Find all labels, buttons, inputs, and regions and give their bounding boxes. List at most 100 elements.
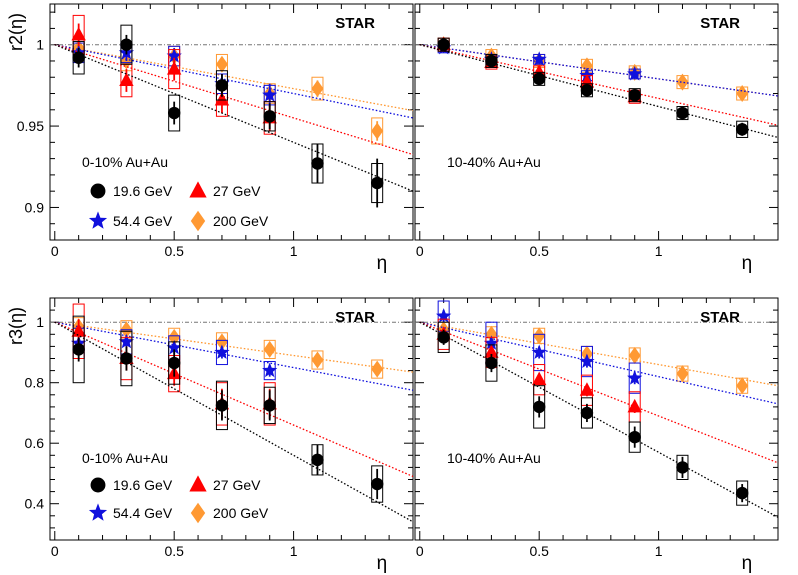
data-point [483, 335, 499, 350]
sys-box [533, 333, 546, 372]
data-point [166, 48, 182, 63]
legend-item: 200 GeV [190, 502, 269, 524]
data-point [311, 453, 324, 467]
legend-item: 27 GeV [189, 181, 261, 199]
data-point [627, 370, 643, 385]
x-axis-label: η [377, 553, 388, 574]
data-point [72, 51, 85, 64]
data-point [437, 38, 450, 51]
fit-line [54, 44, 414, 119]
x-tick-label: 1 [655, 243, 663, 259]
data-point [485, 356, 498, 370]
data-point [436, 308, 452, 323]
data-point [627, 398, 642, 413]
data-point [118, 333, 134, 349]
x-tick-label: 0 [51, 543, 59, 559]
data-point [532, 400, 546, 414]
data-point [263, 110, 276, 123]
x-tick-label: 1 [655, 543, 663, 559]
data-point [580, 406, 594, 420]
data-point [215, 333, 228, 351]
data-point [311, 80, 324, 98]
data-point [485, 325, 498, 343]
data-point [214, 91, 230, 106]
data-point [628, 346, 641, 364]
data-point [736, 85, 749, 103]
chart-panel-bottom-left: 0.4 0.6 0.8 1 0 0.5 1 η r3(η) STAR 0-10% Au+Au 19.6… [6, 297, 414, 574]
data-point [735, 486, 749, 500]
legend-marker [190, 210, 206, 232]
series-54-4-GeV [419, 39, 779, 97]
data-point [263, 340, 276, 358]
sys-box [215, 339, 228, 366]
plot-frame [414, 3, 779, 241]
series-19-6-GeV [54, 315, 414, 523]
data-point [370, 176, 384, 190]
data-point [166, 339, 182, 355]
chart-panel-bottom-right: 0 0.5 1 η STAR 10-40% Au+Au [414, 297, 779, 574]
y-tick-label: 1 [36, 314, 44, 330]
data-point [531, 371, 547, 386]
data-point [628, 430, 641, 444]
data-point [71, 26, 86, 41]
data-point [579, 382, 595, 396]
experiment-label: STAR [335, 15, 375, 32]
fit-line [419, 321, 779, 518]
y-tick-label: 0.9 [25, 199, 45, 215]
data-point [676, 365, 689, 383]
legend-label: 200 GeV [213, 505, 269, 521]
x-axis-label: η [742, 253, 753, 274]
data-point [531, 51, 547, 66]
y-tick-label: 0.6 [25, 435, 45, 451]
experiment-label: STAR [335, 309, 375, 326]
data-point [120, 352, 133, 365]
centrality-label: 0-10% Au+Au [82, 154, 168, 170]
data-point [120, 38, 133, 51]
legend-item: 54.4 GeV [88, 503, 173, 521]
data-point [371, 360, 384, 378]
x-tick-label: 1 [290, 543, 298, 559]
data-point [437, 331, 450, 344]
plot-frame [49, 3, 414, 241]
data-point [166, 61, 182, 75]
data-point [262, 87, 278, 102]
experiment-label: STAR [700, 15, 740, 32]
series-19-6-GeV [419, 321, 779, 518]
data-point [533, 327, 546, 345]
data-point [119, 72, 134, 86]
data-point [370, 477, 384, 491]
data-point [580, 84, 594, 97]
data-point [485, 54, 498, 68]
x-tick-label: 0.5 [164, 543, 184, 559]
fit-line [419, 321, 779, 464]
x-tick-label: 0.5 [529, 543, 549, 559]
legend-label: 54.4 GeV [113, 505, 173, 521]
legend-marker [90, 183, 106, 199]
data-point [580, 57, 593, 75]
legend-item: 200 GeV [190, 210, 269, 232]
x-tick-label: 0 [416, 543, 424, 559]
data-point [532, 72, 546, 86]
series-27-GeV [54, 14, 414, 156]
sys-box [168, 49, 181, 90]
x-tick-label: 0.5 [164, 243, 184, 259]
series-54-4-GeV [419, 300, 779, 405]
fit-line [54, 321, 414, 478]
y-axis-label: r3(η) [6, 307, 26, 345]
sys-box [580, 345, 593, 378]
data-point [676, 461, 689, 474]
sys-box [628, 362, 641, 394]
data-point [167, 106, 181, 120]
legend-label: 27 GeV [213, 183, 261, 199]
series-27-GeV [419, 318, 779, 464]
series-200-GeV [54, 37, 414, 145]
centrality-label: 0-10% Au+Au [82, 450, 168, 466]
plot-frame [414, 297, 779, 541]
centrality-label: 10-40% Au+Au [447, 154, 541, 170]
legend-label: 27 GeV [213, 477, 261, 493]
data-point [263, 399, 276, 412]
data-point [676, 73, 689, 91]
data-point [215, 79, 229, 92]
data-point [676, 106, 689, 120]
